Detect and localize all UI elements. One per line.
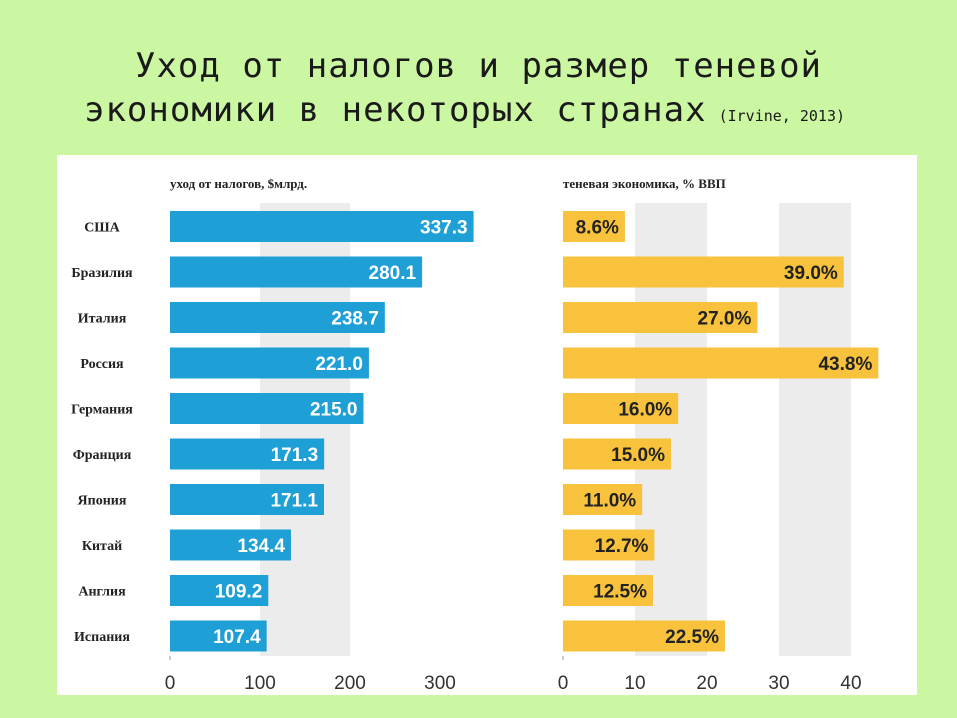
- left-bar: [170, 211, 474, 242]
- chart-svg: уход от налогов, $млрд. 337.3 280.1 238.7 22…: [71, 176, 879, 694]
- category-label: Италия: [78, 312, 127, 327]
- left-bar: [170, 347, 369, 379]
- right-tick-label: 20: [696, 673, 717, 694]
- right-bar: [563, 620, 725, 652]
- left-bar: [170, 256, 423, 288]
- left-axis-title: уход от налогов, $млрд.: [170, 176, 307, 191]
- left-tick-label: 300: [424, 673, 456, 694]
- right-bar-value-label: 12.5%: [593, 582, 647, 603]
- right-bar-value-label: 39.0%: [784, 263, 838, 284]
- right-tick-label: 0: [558, 673, 569, 694]
- left-bar-value-label: 109.2: [215, 582, 263, 603]
- left-bar: [170, 529, 291, 561]
- right-bar-value-label: 12.7%: [595, 536, 649, 557]
- left-bar-value-label: 171.3: [271, 445, 319, 466]
- left-bar-value-label: 337.3: [420, 218, 468, 239]
- right-bar: [563, 347, 879, 379]
- right-bar: [563, 529, 655, 561]
- category-label: Испания: [74, 630, 130, 645]
- left-tick-label: 100: [244, 673, 276, 694]
- left-bar-value-label: 238.7: [331, 309, 379, 330]
- left-bar: [170, 302, 385, 333]
- title-line-2: экономики в некоторых странах (Irvine, 20…: [0, 88, 943, 138]
- category-label: Россия: [80, 357, 124, 372]
- category-label: Германия: [71, 403, 133, 418]
- right-bar: [563, 211, 625, 242]
- left-bar-value-label: 221.0: [315, 354, 363, 375]
- left-bar-value-label: 171.1: [270, 491, 318, 512]
- left-bar-value-label: 280.1: [369, 263, 417, 284]
- right-bar: [563, 484, 643, 515]
- category-label: Англия: [78, 585, 126, 600]
- right-bar: [563, 575, 653, 606]
- title-line-1: Уход от налогов и размер теневой: [134, 46, 823, 86]
- right-bar-value-label: 15.0%: [611, 445, 665, 466]
- left-tick-label: 200: [334, 673, 366, 694]
- right-bar: [563, 393, 679, 424]
- left-bar-value-label: 107.4: [213, 627, 261, 648]
- left-bar: [170, 620, 267, 652]
- right-bar: [563, 438, 671, 470]
- slide-title: Уход от налогов и размер теневой экономи…: [0, 44, 957, 138]
- category-label: Франция: [73, 448, 132, 463]
- right-tick-label: 40: [840, 673, 861, 694]
- right-bar-value-label: 8.6%: [576, 218, 619, 239]
- title-citation: (Irvine, 2013): [718, 107, 846, 125]
- right-bar-value-label: 22.5%: [665, 627, 719, 648]
- left-bar-value-label: 215.0: [310, 400, 358, 421]
- chart-panel: уход от налогов, $млрд. 337.3 280.1 238.7 22…: [57, 155, 917, 695]
- right-bar-value-label: 43.8%: [818, 354, 872, 375]
- category-label: Китай: [82, 539, 122, 554]
- left-bar: [170, 484, 324, 515]
- title-line-2-text: экономики в некоторых странах: [83, 90, 707, 130]
- right-bar: [563, 256, 844, 288]
- category-label: Бразилия: [71, 266, 133, 281]
- left-tick-label: 0: [165, 673, 176, 694]
- left-bar: [170, 438, 325, 470]
- right-bar-value-label: 11.0%: [583, 491, 636, 512]
- right-tick-label: 30: [768, 673, 789, 694]
- left-bar: [170, 393, 364, 424]
- right-tick-label: 10: [624, 673, 645, 694]
- right-bar-value-label: 27.0%: [698, 309, 752, 330]
- left-bar: [170, 575, 269, 606]
- right-bar-value-label: 16.0%: [618, 400, 672, 421]
- category-label: США: [84, 221, 120, 236]
- right-bar: [563, 302, 758, 333]
- right-axis-title: теневая экономика, % ВВП: [563, 176, 726, 191]
- left-bar-value-label: 134.4: [237, 536, 285, 557]
- category-label: Япония: [78, 494, 127, 509]
